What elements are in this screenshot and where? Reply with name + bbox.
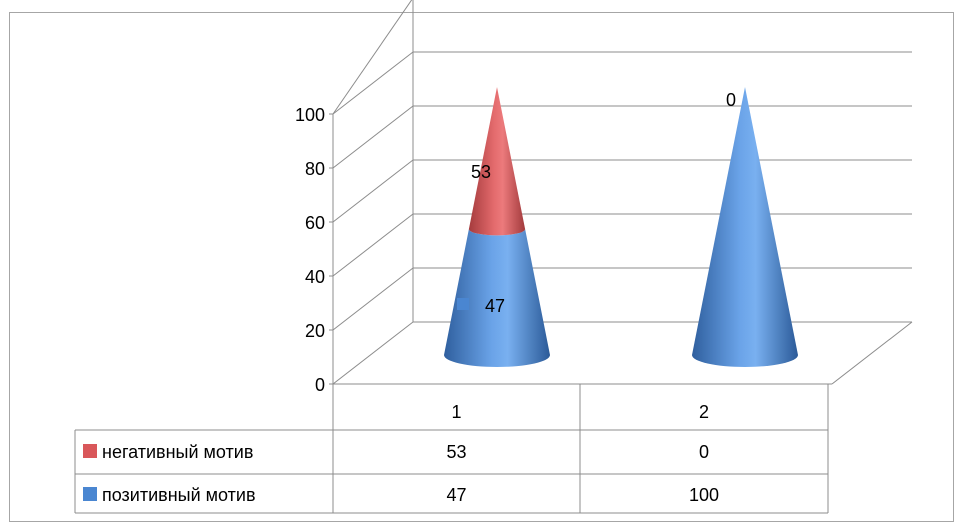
legend-series-name: негативный мотив [102, 442, 253, 462]
side-gridline-40 [332, 213, 414, 277]
labels-layer: 53 0 47 [457, 90, 736, 316]
legend-series-name: позитивный мотив [102, 485, 256, 505]
side-gridline-100 [332, 51, 414, 115]
cones-layer [444, 87, 798, 367]
floor-right-edge [831, 321, 913, 385]
data-label-positive: 47 [485, 296, 505, 316]
cone-segment-positive [444, 229, 550, 367]
side-gridline-0 [332, 321, 414, 385]
data-label-negative: 0 [726, 90, 736, 110]
y-tick-label: 80 [305, 159, 325, 179]
side-gridline-80 [332, 105, 414, 169]
axes-layer: 0 20 40 60 80 100 [295, 0, 913, 395]
x-category-label: 2 [699, 402, 709, 422]
legend-key-positive [83, 487, 97, 501]
legend-key-negative [83, 444, 97, 458]
table-cell-value: 53 [446, 442, 466, 462]
table-cell-value: 100 [689, 485, 719, 505]
y-tick-label: 100 [295, 105, 325, 125]
y-tick-label: 40 [305, 267, 325, 287]
data-label-negative: 53 [471, 162, 491, 182]
side-gridline-20 [332, 267, 414, 331]
cone-segment-positive [692, 87, 798, 367]
table-cell-value: 47 [446, 485, 466, 505]
y-tick-label: 0 [315, 375, 325, 395]
data-table: 1 2 негативный мотив 53 0 позитивный мотив 47 1… [74, 384, 829, 514]
y-tick-label: 20 [305, 321, 325, 341]
side-gridline-60 [332, 159, 414, 223]
y-tick-label: 60 [305, 213, 325, 233]
x-category-label: 1 [451, 402, 461, 422]
cone-segment-negative [468, 87, 526, 236]
data-label-positive-key [457, 298, 469, 310]
table-cell-value: 0 [699, 442, 709, 462]
side-gridline-top [332, 0, 413, 115]
